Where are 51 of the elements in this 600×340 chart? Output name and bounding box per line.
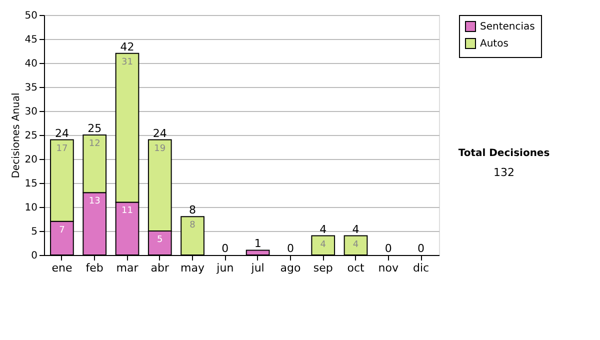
total-label: 0 — [222, 242, 229, 255]
x-tick-label: may — [180, 262, 206, 274]
y-tick-label: 15 — [24, 178, 38, 190]
data-label: 31 — [122, 57, 133, 68]
y-tick-label: 25 — [24, 130, 38, 142]
x-tick-label: jul — [250, 262, 264, 274]
total-label: 42 — [120, 40, 134, 54]
data-label: 12 — [88, 139, 100, 149]
total-label: 4 — [352, 222, 360, 236]
total-label: 8 — [189, 204, 196, 217]
y-tick-label: 10 — [24, 202, 38, 214]
data-label: 13 — [88, 196, 100, 207]
data-label: 8 — [190, 220, 196, 231]
total-label: 4 — [320, 222, 327, 236]
x-tick-label: mar — [116, 262, 139, 274]
y-tick-label: 5 — [31, 226, 38, 238]
x-tick-label: feb — [86, 262, 104, 274]
x-tick-label: dic — [413, 262, 430, 274]
total-label: 0 — [286, 242, 294, 255]
x-tick-label: ago — [280, 262, 301, 274]
y-tick-label: 45 — [24, 34, 38, 46]
x-tick-label: nov — [378, 262, 399, 274]
total-label: 25 — [88, 122, 102, 135]
total-label: 0 — [384, 242, 392, 255]
x-tick-label: jun — [216, 262, 234, 274]
y-tick-label: 50 — [24, 10, 38, 22]
legend-label: Sentencias — [480, 22, 535, 32]
y-tick-label: 35 — [24, 82, 38, 94]
data-label: 4 — [352, 240, 359, 250]
text: 132 — [494, 166, 514, 179]
total-label: 24 — [152, 126, 167, 140]
x-tick-label: sep — [313, 262, 333, 274]
total-label: 0 — [418, 242, 425, 255]
total-label: 24 — [54, 126, 69, 140]
data-label: 11 — [122, 206, 133, 216]
data-label: 4 — [320, 240, 326, 250]
data-label: 7 — [59, 225, 65, 236]
x-tick-label: oct — [347, 262, 365, 274]
y-tick-label: 0 — [31, 250, 38, 262]
data-label: 17 — [56, 144, 68, 154]
y-tick-label: 20 — [24, 154, 38, 166]
text: Total Decisiones — [458, 148, 550, 159]
legend-label: Autos — [480, 38, 508, 50]
x-tick-label: ene — [52, 262, 72, 274]
x-tick-label: abr — [150, 262, 170, 274]
y-axis-title: Decisiones Anual — [10, 92, 22, 178]
total-label: 1 — [254, 237, 262, 250]
data-label: 5 — [157, 235, 163, 245]
data-label: 19 — [154, 144, 166, 154]
y-tick-label: 40 — [24, 58, 38, 70]
y-tick-label: 30 — [24, 106, 38, 118]
